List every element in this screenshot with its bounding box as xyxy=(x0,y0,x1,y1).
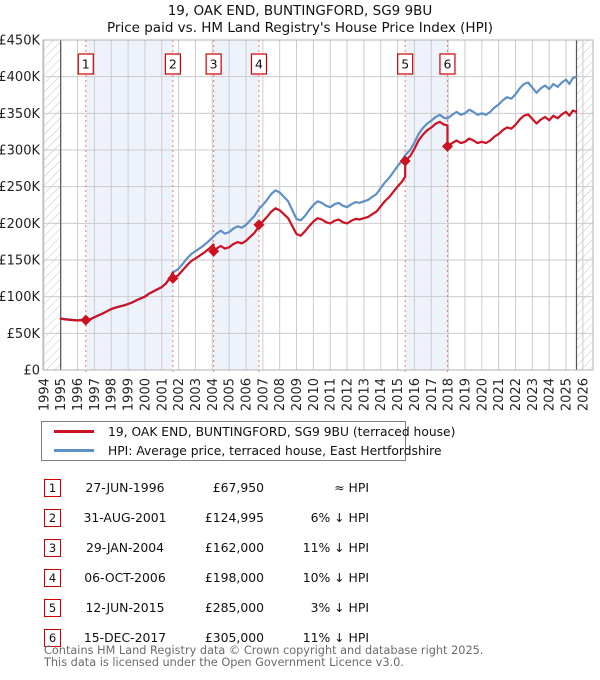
svg-text:1998: 1998 xyxy=(105,378,120,411)
page-title: 19, OAK END, BUNTINGFORD, SG9 9BU xyxy=(167,3,433,19)
sale-hpi-delta: 6% ↓ HPI xyxy=(310,510,369,525)
svg-text:2002: 2002 xyxy=(172,378,187,411)
sale-hpi-delta: 11% ↓ HPI xyxy=(302,540,369,555)
table-row: 1 27-JUN-1996 £67,950 ≈ HPI xyxy=(0,472,600,502)
chart-legend: 19, OAK END, BUNTINGFORD, SG9 9BU (terra… xyxy=(41,421,455,461)
sale-hpi-delta: 10% ↓ HPI xyxy=(302,570,369,585)
svg-text:£50K: £50K xyxy=(7,327,41,342)
svg-text:2024: 2024 xyxy=(543,378,558,411)
sale-number-badge: 3 xyxy=(44,539,61,557)
sale-date: 12-JUN-2015 xyxy=(85,600,165,615)
svg-text:2017: 2017 xyxy=(425,378,440,411)
price-chart: 1994 1995 1996 1997 1998 1999 2000 2001 2002 2003… xyxy=(0,34,594,411)
sale-price: £124,995 xyxy=(204,510,264,525)
svg-text:2026: 2026 xyxy=(576,378,591,411)
page-subtitle: Price paid vs. HM Land Registry's House … xyxy=(107,20,493,36)
table-row: 4 06-OCT-2006 £198,000 10% ↓ HPI xyxy=(0,562,600,592)
sale-date: 31-AUG-2001 xyxy=(83,510,167,525)
sale-date: 06-OCT-2006 xyxy=(84,570,166,585)
table-row: 3 29-JAN-2004 £162,000 11% ↓ HPI xyxy=(0,532,600,562)
sale-number-badge: 1 xyxy=(44,479,61,497)
svg-text:2022: 2022 xyxy=(509,378,524,411)
sale-price: £285,000 xyxy=(204,600,264,615)
table-row: 5 12-JUN-2015 £285,000 3% ↓ HPI xyxy=(0,592,600,622)
svg-text:2013: 2013 xyxy=(357,378,372,411)
svg-text:2019: 2019 xyxy=(458,378,473,411)
sale-number-badge: 6 xyxy=(44,629,61,647)
svg-text:£100K: £100K xyxy=(0,290,40,305)
svg-text:2012: 2012 xyxy=(341,378,356,411)
svg-text:2020: 2020 xyxy=(475,378,490,411)
svg-text:2021: 2021 xyxy=(492,378,507,411)
svg-text:2000: 2000 xyxy=(138,378,153,411)
sale-date: 27-JUN-1996 xyxy=(85,480,165,495)
legend-row-hpi: HPI: Average price, terraced house, East… xyxy=(42,441,442,460)
license-note: Contains HM Land Registry data © Crown c… xyxy=(44,645,483,668)
svg-text:£200K: £200K xyxy=(0,217,40,232)
svg-text:2003: 2003 xyxy=(189,378,204,411)
svg-text:£350K: £350K xyxy=(0,107,40,122)
svg-text:£300K: £300K xyxy=(0,144,40,159)
table-row: 6 15-DEC-2017 £305,000 11% ↓ HPI xyxy=(0,622,600,652)
svg-text:2: 2 xyxy=(169,57,177,72)
svg-text:2011: 2011 xyxy=(324,378,339,411)
table-row: 2 31-AUG-2001 £124,995 6% ↓ HPI xyxy=(0,502,600,532)
sale-hpi-delta: 3% ↓ HPI xyxy=(310,600,369,615)
svg-text:1995: 1995 xyxy=(54,378,69,411)
sale-hpi-delta: ≈ HPI xyxy=(334,480,369,495)
hpi-legend-label: HPI: Average price, terraced house, East… xyxy=(108,443,442,458)
sale-price: £67,950 xyxy=(212,480,264,495)
svg-text:£0: £0 xyxy=(23,364,40,379)
license-line-1: Contains HM Land Registry data © Crown c… xyxy=(44,644,484,657)
svg-text:1994: 1994 xyxy=(37,378,52,411)
chart-layers: 1994 1995 1996 1997 1998 1999 2000 2001 2002 2003… xyxy=(0,34,594,411)
sales-table: 1 27-JUN-1996 £67,950 ≈ HPI 2 31-AUG-200… xyxy=(0,472,600,652)
svg-text:2006: 2006 xyxy=(239,378,254,411)
svg-text:2001: 2001 xyxy=(155,378,170,411)
svg-text:3: 3 xyxy=(210,57,218,72)
price-paid-legend-label: 19, OAK END, BUNTINGFORD, SG9 9BU (terra… xyxy=(108,424,456,439)
svg-text:2015: 2015 xyxy=(391,378,406,411)
svg-text:2014: 2014 xyxy=(374,378,389,411)
svg-text:2007: 2007 xyxy=(256,378,271,411)
hpi-line-swatch xyxy=(54,449,94,452)
svg-text:2005: 2005 xyxy=(223,378,238,411)
license-line-2: This data is licensed under the Open Gov… xyxy=(44,655,404,669)
title-block: 19, OAK END, BUNTINGFORD, SG9 9BU Price … xyxy=(0,3,600,37)
svg-text:1997: 1997 xyxy=(88,378,103,411)
sale-date: 15-DEC-2017 xyxy=(83,630,167,645)
svg-text:2008: 2008 xyxy=(273,378,288,411)
svg-text:£450K: £450K xyxy=(0,34,40,49)
svg-text:4: 4 xyxy=(255,57,263,72)
svg-text:2010: 2010 xyxy=(307,378,322,411)
svg-text:£150K: £150K xyxy=(0,254,40,269)
svg-text:2016: 2016 xyxy=(408,378,423,411)
sale-price: £198,000 xyxy=(204,570,264,585)
legend-row-price-paid: 19, OAK END, BUNTINGFORD, SG9 9BU (terra… xyxy=(42,422,455,441)
sale-number-badge: 2 xyxy=(44,509,61,527)
svg-text:£400K: £400K xyxy=(0,70,40,85)
svg-text:2023: 2023 xyxy=(526,378,541,411)
svg-text:2004: 2004 xyxy=(206,378,221,411)
svg-text:1999: 1999 xyxy=(122,378,137,411)
svg-text:5: 5 xyxy=(401,57,409,72)
svg-text:1: 1 xyxy=(82,57,90,72)
svg-text:6: 6 xyxy=(443,57,451,72)
sale-hpi-delta: 11% ↓ HPI xyxy=(302,630,369,645)
price-paid-line-swatch xyxy=(54,430,94,433)
svg-text:2025: 2025 xyxy=(560,378,575,411)
svg-text:£250K: £250K xyxy=(0,180,40,195)
sale-price: £162,000 xyxy=(204,540,264,555)
svg-text:2009: 2009 xyxy=(290,378,305,411)
svg-text:1996: 1996 xyxy=(71,378,86,411)
svg-text:2018: 2018 xyxy=(442,378,457,411)
sale-number-badge: 5 xyxy=(44,599,61,617)
sale-price: £305,000 xyxy=(204,630,264,645)
sale-date: 29-JAN-2004 xyxy=(85,540,165,555)
sale-number-badge: 4 xyxy=(44,569,61,587)
